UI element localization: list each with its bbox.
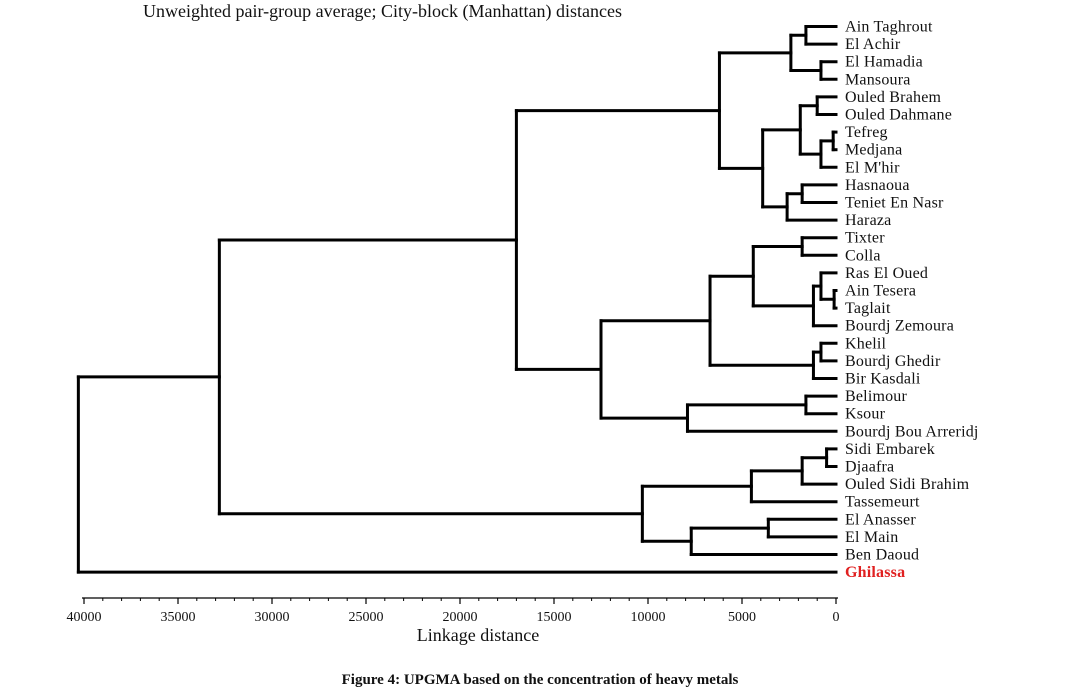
figure-caption: Figure 4: UPGMA based on the concentrati…: [342, 672, 739, 688]
leaf-label-hasnaoua: Hasnaoua: [845, 177, 910, 194]
leaf-label-el-main: El Main: [845, 529, 898, 546]
leaf-label-el-achir: El Achir: [845, 36, 901, 53]
x-tick-label-5000: 5000: [728, 610, 756, 625]
leaf-label-ain-tesera: Ain Tesera: [845, 283, 916, 300]
leaf-label-bourdj-ghedir: Bourdj Ghedir: [845, 353, 941, 370]
leaf-label-ouled-brahem: Ouled Brahem: [845, 89, 942, 106]
leaf-label-djaafra: Djaafra: [845, 459, 894, 476]
leaf-label-el-hamadia: El Hamadia: [845, 54, 923, 71]
x-tick-label-10000: 10000: [631, 610, 666, 625]
leaf-label-medjana: Medjana: [845, 142, 902, 159]
leaf-label-ghilassa: Ghilassa: [845, 564, 905, 581]
x-axis: 40000 35000 30000 25000 20000 15000 10000 5000 0: [67, 597, 840, 625]
leaf-label-bourdj-zemoura: Bourdj Zemoura: [845, 318, 954, 335]
leaf-label-ouled-dahmane: Ouled Dahmane: [845, 107, 952, 124]
leaf-label-ouled-sidi-brahim: Ouled Sidi Brahim: [845, 476, 970, 493]
leaf-label-tixter: Tixter: [845, 230, 885, 247]
leaf-label-bourdj-bou-arreridj: Bourdj Bou Arreridj: [845, 423, 979, 440]
leaf-label-mansoura: Mansoura: [845, 71, 911, 88]
leaf-label-el-anasser: El Anasser: [845, 511, 916, 528]
x-tick-label-30000: 30000: [255, 610, 290, 625]
leaf-label-ras-el-oued: Ras El Oued: [845, 265, 928, 282]
leaf-label-belimour: Belimour: [845, 388, 908, 405]
leaf-label-taglait: Taglait: [845, 300, 891, 317]
x-tick-label-40000: 40000: [67, 610, 102, 625]
leaf-label-tefreg: Tefreg: [845, 124, 888, 141]
dendrogram-links: [76, 25, 838, 574]
leaf-label-ben-daoud: Ben Daoud: [845, 547, 919, 564]
leaf-label-ain-taghrout: Ain Taghrout: [845, 19, 933, 36]
leaf-label-colla: Colla: [845, 247, 881, 264]
leaf-label-khelil: Khelil: [845, 335, 887, 352]
leaf-label-teniet-en-nasr: Teniet En Nasr: [845, 195, 944, 212]
x-axis-label: Linkage distance: [417, 625, 539, 645]
chart-title: Unweighted pair-group average; City-bloc…: [143, 1, 622, 22]
x-tick-label-0: 0: [833, 610, 840, 625]
x-tick-label-20000: 20000: [443, 610, 478, 625]
leaf-label-el-m-hir: El M'hir: [845, 159, 900, 176]
leaf-label-bir-kasdali: Bir Kasdali: [845, 371, 921, 388]
x-tick-label-25000: 25000: [349, 610, 384, 625]
leaf-label-ksour: Ksour: [845, 406, 886, 423]
leaf-label-sidi-embarek: Sidi Embarek: [845, 441, 935, 458]
leaf-label-tassemeurt: Tassemeurt: [845, 494, 920, 511]
x-tick-label-15000: 15000: [537, 610, 572, 625]
x-tick-label-35000: 35000: [161, 610, 196, 625]
leaf-label-haraza: Haraza: [845, 212, 892, 229]
